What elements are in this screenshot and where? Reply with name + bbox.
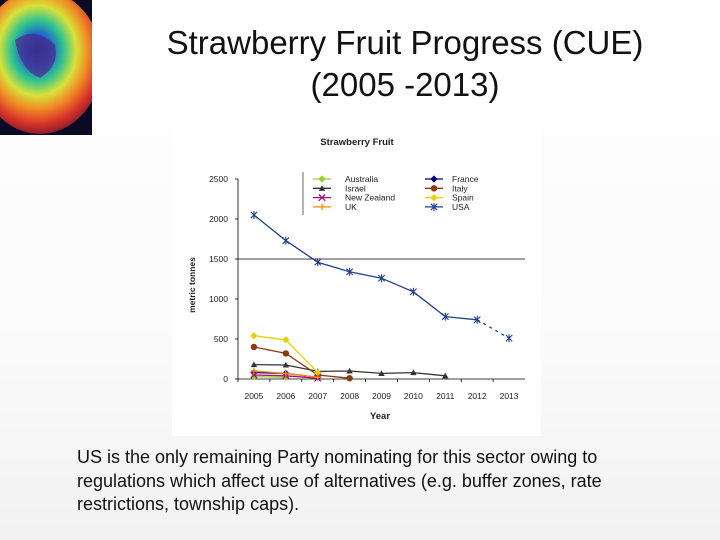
legend-label-new-zealand: New Zealand <box>345 193 395 203</box>
data-point-uk <box>250 367 258 375</box>
series-usa <box>250 211 513 343</box>
data-point-israel <box>378 370 385 376</box>
series-line-spain <box>285 339 319 374</box>
data-point-usa <box>346 267 354 276</box>
legend-marker-new-zealand <box>318 193 326 202</box>
series-line-uk <box>253 370 286 375</box>
y-tick-label: 2000 <box>209 214 228 224</box>
series-line-usa <box>412 291 446 318</box>
data-point-israel <box>442 372 449 379</box>
series-line-usa <box>445 315 478 321</box>
data-point-israel <box>282 361 290 368</box>
slide-title: Strawberry Fruit Progress (CUE) (2005 -2… <box>115 22 695 106</box>
x-tick-label: 2013 <box>500 391 519 401</box>
data-point-spain <box>250 332 258 340</box>
legend-label-israel: Israel <box>345 183 366 193</box>
legend-marker-australia <box>318 175 326 183</box>
series-line-spain <box>253 335 286 341</box>
data-point-uk <box>282 370 290 377</box>
data-point-usa <box>473 315 481 324</box>
x-tick-label: 2011 <box>436 391 455 401</box>
slide-caption: US is the only remaining Party nominatin… <box>77 447 602 514</box>
series-line-uk <box>285 372 318 379</box>
chart-title: Strawberry Fruit <box>320 137 394 148</box>
legend-marker-france <box>430 175 438 183</box>
y-axis-label: metric tonnes <box>187 257 197 313</box>
series-line-israel <box>381 371 414 375</box>
data-point-usa <box>409 287 417 296</box>
series-line-italy <box>285 352 319 376</box>
series-line-usa <box>381 277 414 293</box>
series-spain <box>250 332 322 377</box>
strawberry-fruit-chart: Strawberry Fruit metric tonnes Year 0 500… <box>187 137 525 422</box>
x-tick-label: 2010 <box>404 391 423 401</box>
series-israel <box>250 361 449 379</box>
data-point-usa <box>441 312 449 321</box>
data-point-usa <box>377 274 386 283</box>
series-line-italy <box>317 374 350 379</box>
data-point-israel <box>250 361 258 368</box>
data-point-israel <box>346 367 353 374</box>
x-tick-label: 2005 <box>244 391 263 401</box>
data-point-usa <box>505 334 513 343</box>
legend-marker-italy <box>430 185 438 192</box>
x-tick-label: 2007 <box>308 391 327 401</box>
series-line-usa <box>285 240 319 263</box>
y-tick-label: 0 <box>223 374 228 384</box>
y-tick-label: 1000 <box>209 294 228 304</box>
data-point-italy <box>282 350 290 357</box>
legend-label-spain: Spain <box>452 193 474 203</box>
x-tick-label: 2006 <box>276 391 295 401</box>
x-axis-label: Year <box>370 411 390 422</box>
series-line-usa <box>253 214 287 242</box>
legend-label-uk: UK <box>345 202 357 212</box>
series-line-new-zealand <box>253 374 286 377</box>
legend-marker-israel <box>318 185 326 191</box>
series-line-usa <box>349 271 382 279</box>
y-tick-label: 500 <box>214 334 228 344</box>
series-line-australia <box>253 375 286 379</box>
series-line-israel <box>413 371 446 377</box>
series-line-italy <box>253 346 286 355</box>
data-point-italy <box>346 375 353 382</box>
x-tick-label: 2012 <box>468 391 487 401</box>
series-uk <box>250 367 321 381</box>
slide-title-line-1: Strawberry Fruit Progress (CUE) <box>166 24 644 61</box>
y-tick-label: 1500 <box>209 254 228 264</box>
data-point-usa <box>282 236 290 245</box>
series-line-israel <box>285 364 318 373</box>
legend-label-france: France <box>452 174 479 184</box>
data-point-usa <box>314 258 322 267</box>
data-point-new-zealand <box>250 371 258 379</box>
series-line-usa <box>476 319 510 339</box>
legend-label-usa: USA <box>452 202 470 212</box>
series-line-israel <box>349 370 382 375</box>
legend-label-australia: Australia <box>345 174 378 184</box>
data-point-usa <box>250 211 258 219</box>
series-line-usa <box>317 261 350 273</box>
legend-marker-uk <box>318 203 326 211</box>
data-point-israel <box>410 369 417 376</box>
data-point-italy <box>250 343 258 351</box>
y-tick-label: 2500 <box>209 174 228 184</box>
series-line-new-zealand <box>285 375 318 379</box>
legend-marker-usa <box>430 202 438 211</box>
legend-marker-spain <box>430 193 438 202</box>
ozone-globe-image <box>0 0 92 135</box>
chart-panel: Strawberry Fruit metric tonnes Year 0 500… <box>172 127 541 436</box>
x-tick-label: 2009 <box>372 391 391 401</box>
slide-title-line-2: (2005 -2013) <box>310 66 500 103</box>
legend-label-italy: Italy <box>452 183 468 193</box>
data-point-uk <box>314 374 321 381</box>
x-tick-label: 2008 <box>340 391 359 401</box>
data-point-spain <box>282 336 290 344</box>
